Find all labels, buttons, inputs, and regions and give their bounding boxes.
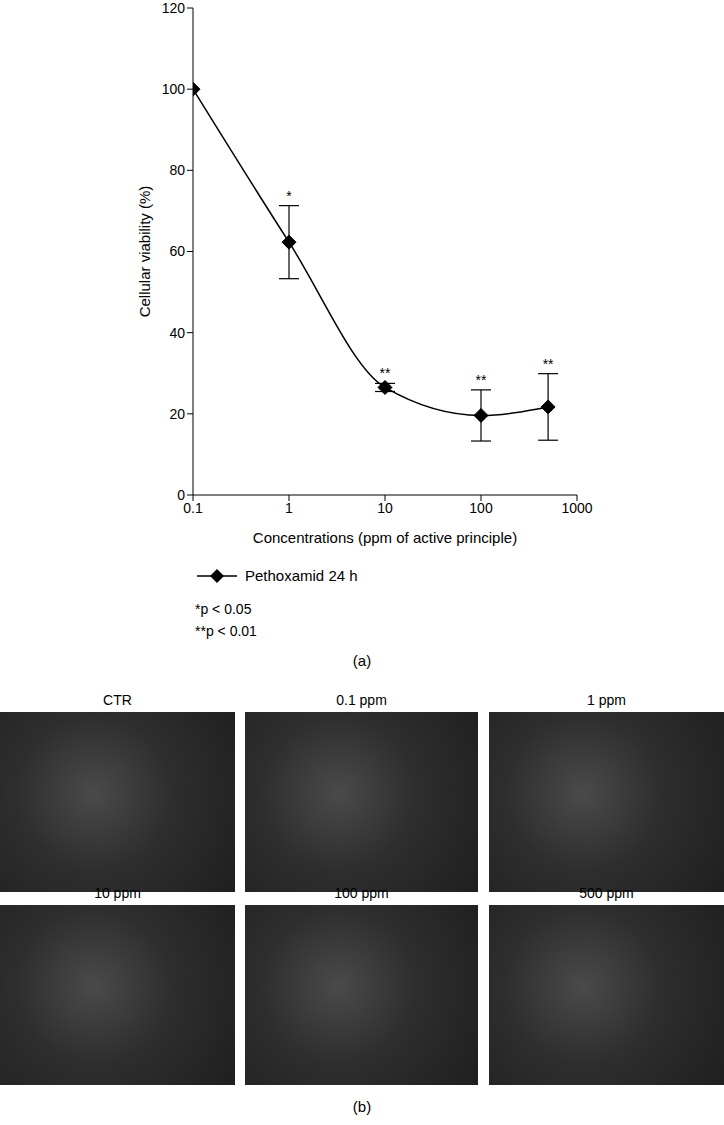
- html-text:*p < 0.05: *p < 0.05: [195, 601, 252, 617]
- html-text:100 ppm: 100 ppm: [334, 885, 389, 901]
- svg-text:**: **: [476, 372, 487, 388]
- html-text:1 ppm: 1 ppm: [587, 692, 626, 708]
- svg-text:**: **: [380, 365, 391, 381]
- svg-text:120: 120: [162, 0, 186, 16]
- svg-text:Concentrations (ppm of active: Concentrations (ppm of active principle): [253, 529, 517, 546]
- svg-text:0.1: 0.1: [183, 500, 203, 516]
- svg-text:20: 20: [169, 406, 185, 422]
- html-text:Pethoxamid 24 h: Pethoxamid 24 h: [245, 567, 358, 584]
- svg-text:100: 100: [162, 81, 186, 97]
- svg-text:*: *: [286, 188, 292, 204]
- svg-text:1000: 1000: [561, 500, 592, 516]
- svg-text:60: 60: [169, 243, 185, 259]
- html-text:500 ppm: 500 ppm: [579, 885, 634, 901]
- html-text:**p < 0.01: **p < 0.01: [195, 623, 257, 639]
- svg-text:1: 1: [285, 500, 293, 516]
- svg-text:40: 40: [169, 325, 185, 341]
- html-text:CTR: CTR: [103, 692, 132, 708]
- svg-text:100: 100: [469, 500, 493, 516]
- html-text:(b): (b): [352, 1098, 372, 1115]
- svg-text:80: 80: [169, 162, 185, 178]
- html-text:(a): (a): [352, 652, 372, 669]
- html-text:10 ppm: 10 ppm: [94, 885, 141, 901]
- svg-text:0: 0: [177, 487, 185, 503]
- svg-text:Cellular viability (%): Cellular viability (%): [136, 186, 153, 318]
- svg-text:10: 10: [377, 500, 393, 516]
- svg-text:**: **: [543, 356, 554, 372]
- html-text:0.1 ppm: 0.1 ppm: [336, 692, 387, 708]
